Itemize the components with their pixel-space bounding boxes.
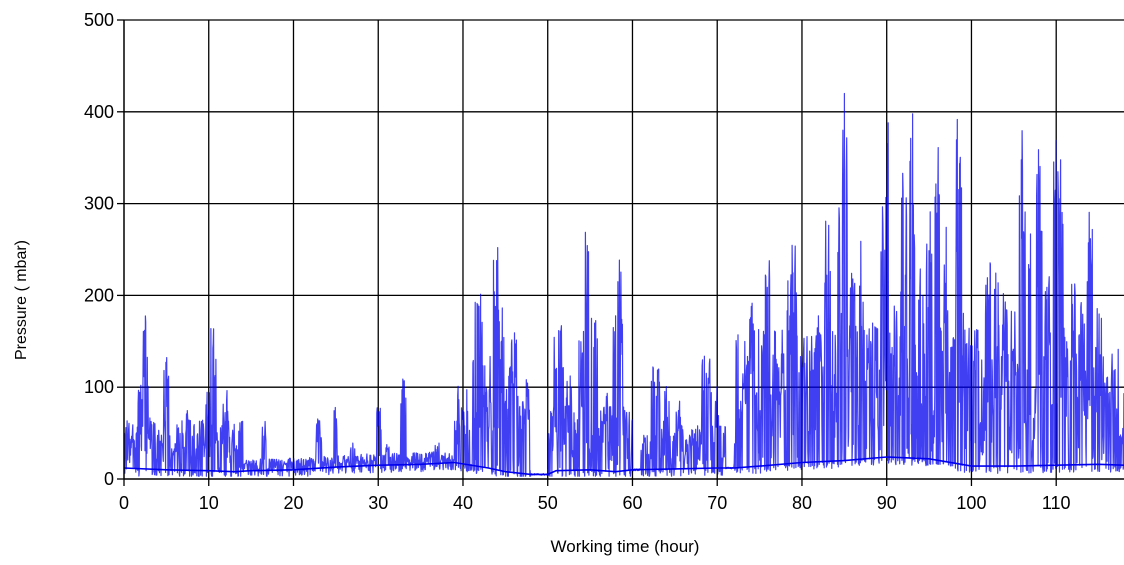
grid-lines: [124, 19, 1124, 479]
x-tick-label: 40: [453, 493, 473, 513]
x-tick-label: 100: [956, 493, 986, 513]
y-tick-label: 400: [84, 102, 114, 122]
x-axis-label: Working time (hour): [551, 537, 700, 556]
y-axis-ticks: 0 100 200 300 400 500: [84, 10, 124, 489]
x-tick-label: 20: [283, 493, 303, 513]
y-tick-label: 500: [84, 10, 114, 30]
x-tick-label: 70: [707, 493, 727, 513]
x-tick-label: 60: [622, 493, 642, 513]
plot-area: [123, 92, 1124, 477]
x-tick-label: 10: [199, 493, 219, 513]
y-tick-label: 200: [84, 285, 114, 305]
y-axis-label: Pressure ( mbar): [13, 240, 30, 360]
y-tick-label: 300: [84, 194, 114, 214]
x-tick-label: 30: [368, 493, 388, 513]
x-tick-label: 0: [119, 493, 129, 513]
series-baseline: [123, 456, 1124, 476]
y-tick-label: 100: [84, 377, 114, 397]
x-tick-label: 90: [877, 493, 897, 513]
axes: [123, 20, 1124, 480]
y-tick-label: 0: [104, 469, 114, 489]
x-tick-label: 80: [792, 493, 812, 513]
x-tick-label: 50: [538, 493, 558, 513]
series-line: [123, 92, 1124, 477]
x-tick-label: 110: [1042, 493, 1071, 513]
x-axis-ticks: 0 10 20 30 40 50 60 70 80 90 100 110: [119, 479, 1071, 513]
